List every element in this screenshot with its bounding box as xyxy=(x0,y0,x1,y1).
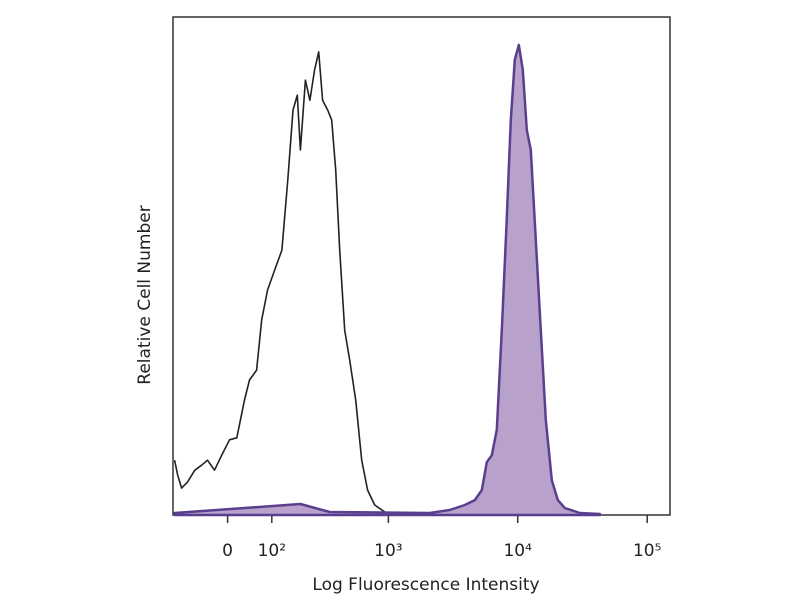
x-tick-label: 0 xyxy=(222,541,233,561)
histogram-line xyxy=(173,51,440,515)
x-axis-label: Log Fluorescence Intensity xyxy=(312,575,539,595)
y-axis-label: Relative Cell Number xyxy=(135,205,155,384)
x-tick-label: 10³ xyxy=(374,541,402,561)
histogram-area xyxy=(173,43,602,517)
plot-frame xyxy=(172,16,671,516)
x-tick-label: 10⁵ xyxy=(633,541,661,561)
x-tick-label: 10² xyxy=(258,541,286,561)
x-tick-label: 10⁴ xyxy=(503,541,532,561)
